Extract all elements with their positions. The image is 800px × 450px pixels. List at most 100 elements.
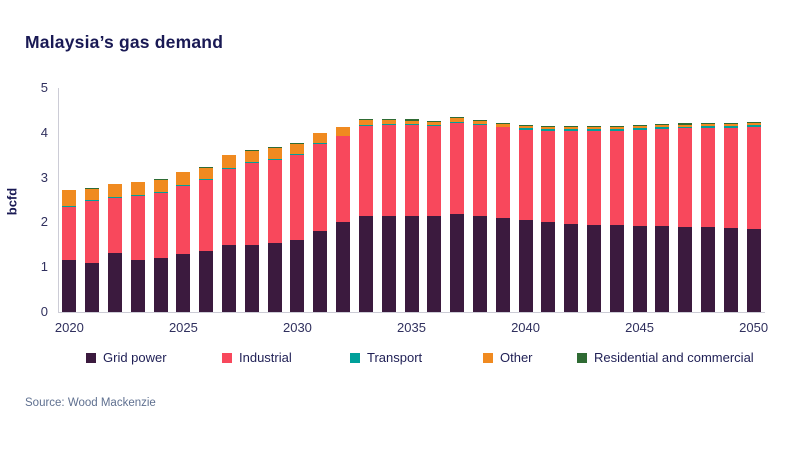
segment-other [130, 182, 145, 195]
segment-industrial [586, 130, 601, 225]
segment-other [632, 126, 647, 128]
segment-grid-power [153, 258, 168, 312]
segment-residential-and-commercial [632, 124, 647, 127]
segment-industrial [655, 128, 670, 226]
legend-swatch-residential-and-commercial [577, 352, 587, 363]
segment-other [199, 167, 214, 180]
legend-swatch-industrial [222, 352, 232, 363]
legend-swatch-grid-power [86, 352, 96, 363]
segment-other [85, 188, 100, 201]
segment-transport [108, 196, 123, 198]
legend-swatch-transport [350, 352, 360, 363]
segment-grid-power [700, 226, 715, 312]
segment-residential-and-commercial [564, 126, 579, 128]
segment-grid-power [518, 220, 533, 312]
segment-other [700, 124, 715, 127]
segment-residential-and-commercial [381, 118, 396, 120]
segment-other [176, 172, 191, 185]
segment-transport [632, 127, 647, 130]
segment-grid-power [723, 228, 738, 312]
segment-residential-and-commercial [678, 123, 693, 125]
bar-2032 [336, 126, 351, 312]
segment-grid-power [495, 217, 510, 312]
y-axis-line [58, 88, 59, 312]
bar-2046 [655, 123, 670, 312]
segment-grid-power [655, 225, 670, 312]
y-axis-tick-3: 3 [40, 169, 48, 185]
bar-2029 [267, 147, 282, 312]
bar-2023 [130, 181, 145, 312]
segment-transport [655, 127, 670, 129]
bar-2044 [609, 125, 624, 312]
legend-swatch-other [483, 352, 493, 363]
segment-industrial [381, 125, 396, 216]
segment-residential-and-commercial [404, 119, 419, 121]
segment-grid-power [632, 225, 647, 312]
legend-item-transport: Transport [350, 350, 422, 365]
bar-2026 [199, 167, 214, 312]
segment-industrial [130, 195, 145, 261]
segment-residential-and-commercial [541, 125, 556, 127]
bar-2025 [176, 171, 191, 312]
segment-transport [746, 125, 761, 127]
segment-residential-and-commercial [427, 120, 442, 123]
segment-transport [244, 162, 259, 164]
segment-other [541, 127, 556, 130]
bar-2033 [358, 118, 373, 312]
bar-2024 [153, 179, 168, 312]
bar-2048 [700, 122, 715, 312]
segment-residential-and-commercial [495, 122, 510, 124]
x-axis-tick-2020: 2020 [54, 320, 84, 335]
bar-2041 [541, 125, 556, 312]
segment-industrial [632, 129, 647, 226]
y-axis-tick-0: 0 [40, 304, 48, 319]
segment-residential-and-commercial [609, 125, 624, 127]
y-axis-tick-5: 5 [40, 80, 48, 95]
segment-industrial [678, 128, 693, 227]
segment-grid-power [381, 215, 396, 312]
segment-industrial [85, 200, 100, 263]
segment-grid-power [244, 244, 259, 312]
segment-industrial [222, 168, 237, 245]
bar-2022 [108, 183, 123, 312]
segment-other [427, 122, 442, 126]
segment-transport [222, 167, 237, 169]
segment-transport [723, 126, 738, 128]
legend-label-industrial: Industrial [239, 350, 292, 365]
segment-other [222, 155, 237, 168]
segment-other [404, 120, 419, 125]
bar-2034 [381, 118, 396, 312]
segment-other [723, 124, 738, 127]
segment-residential-and-commercial [586, 126, 601, 128]
plot-area [58, 88, 765, 313]
segment-grid-power [85, 262, 100, 312]
segment-other [609, 127, 624, 129]
segment-grid-power [586, 224, 601, 312]
segment-other [518, 126, 533, 129]
y-axis-tick-2: 2 [40, 214, 48, 230]
segment-transport [678, 126, 693, 129]
segment-industrial [450, 122, 465, 215]
segment-grid-power [336, 222, 351, 312]
legend-label-grid-power: Grid power [103, 350, 167, 365]
segment-transport [85, 200, 100, 201]
segment-grid-power [450, 214, 465, 312]
segment-industrial [723, 127, 738, 229]
y-axis-tick-1: 1 [40, 259, 48, 275]
segment-transport [541, 129, 556, 131]
segment-grid-power [472, 215, 487, 312]
segment-transport [199, 179, 214, 181]
segment-industrial [313, 144, 328, 232]
segment-industrial [153, 193, 168, 259]
segment-grid-power [564, 223, 579, 312]
bar-2020 [62, 189, 77, 312]
bar-2038 [472, 119, 487, 312]
segment-transport [381, 124, 396, 126]
segment-industrial [108, 197, 123, 253]
segment-residential-and-commercial [450, 116, 465, 119]
x-axis-tick-2035: 2035 [397, 320, 426, 335]
segment-grid-power [130, 260, 145, 312]
segment-industrial [404, 125, 419, 216]
